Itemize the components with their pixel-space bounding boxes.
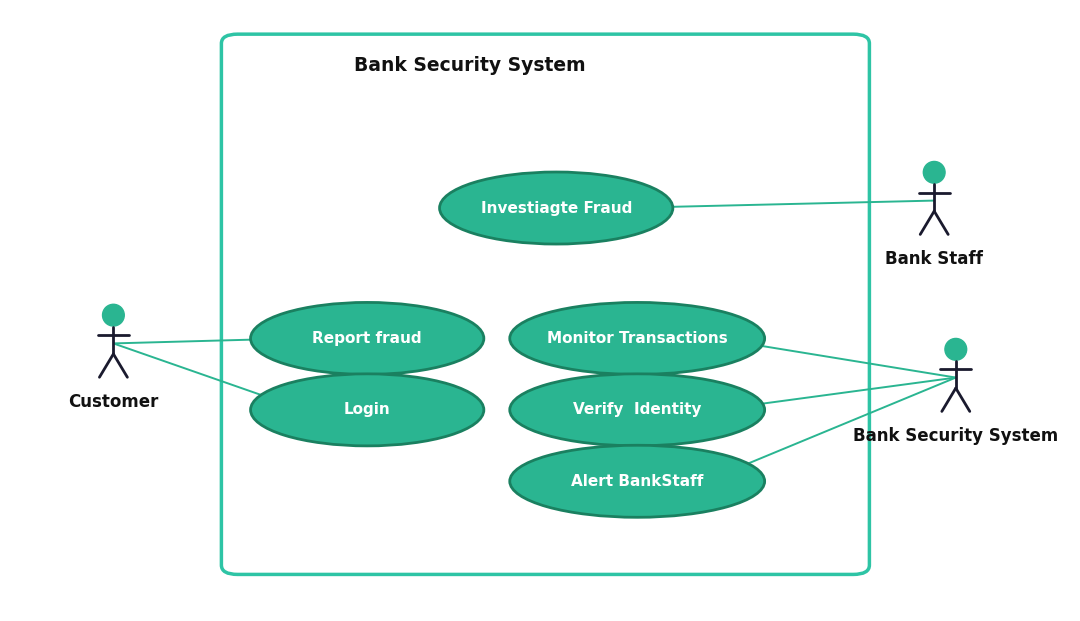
Text: Login: Login [343, 402, 391, 417]
Text: Alert BankStaff: Alert BankStaff [571, 474, 703, 489]
Text: Investiagte Fraud: Investiagte Fraud [481, 201, 632, 215]
Ellipse shape [251, 302, 484, 374]
Ellipse shape [440, 172, 673, 244]
Ellipse shape [510, 445, 765, 517]
Text: Bank Security System: Bank Security System [853, 427, 1058, 445]
Ellipse shape [945, 338, 967, 360]
Ellipse shape [103, 304, 124, 326]
Text: Bank Security System: Bank Security System [354, 56, 585, 75]
Text: Report fraud: Report fraud [312, 331, 422, 346]
Text: Bank Staff: Bank Staff [886, 250, 983, 268]
Ellipse shape [923, 161, 945, 183]
Ellipse shape [251, 374, 484, 446]
Text: Monitor Transactions: Monitor Transactions [546, 331, 728, 346]
Ellipse shape [510, 302, 765, 374]
Text: Customer: Customer [68, 393, 159, 410]
Text: Verify  Identity: Verify Identity [573, 402, 701, 417]
Ellipse shape [510, 374, 765, 446]
